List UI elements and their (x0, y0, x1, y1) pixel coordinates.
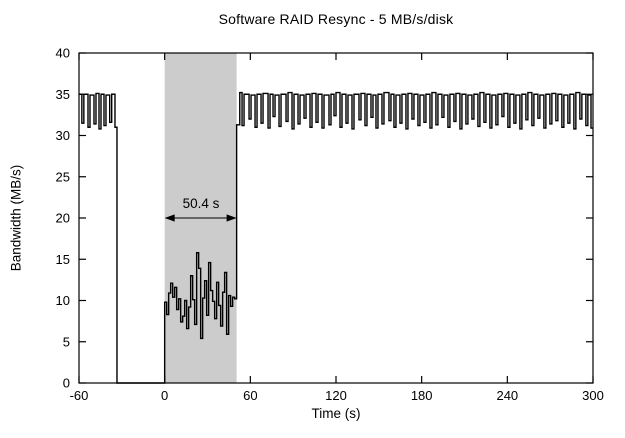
y-tick-label: 5 (63, 334, 70, 349)
y-tick-label: 20 (56, 211, 70, 226)
y-tick-label: 10 (56, 293, 70, 308)
y-tick-label: 35 (56, 87, 70, 102)
chart-title: Software RAID Resync - 5 MB/s/disk (218, 11, 454, 27)
x-tick-label: 180 (411, 388, 433, 403)
duration-arrow-head-right (226, 214, 237, 222)
duration-annotation: 50.4 s (182, 196, 220, 211)
bandwidth-series (79, 91, 593, 384)
x-tick-label: 0 (161, 388, 168, 403)
x-tick-label: -60 (70, 388, 89, 403)
x-tick-label: 240 (496, 388, 518, 403)
y-tick-label: 25 (56, 169, 70, 184)
x-axis-label: Time (s) (311, 406, 361, 421)
y-tick-label: 15 (56, 252, 70, 267)
x-tick-label: 120 (325, 388, 347, 403)
y-axis-label-text: Bandwidth (MB/s) (8, 164, 24, 272)
y-tick-label: 30 (56, 128, 70, 143)
x-tick-label: 60 (243, 388, 257, 403)
y-tick-label: 0 (63, 376, 70, 391)
x-tick-label: 300 (582, 388, 604, 403)
y-tick-label: 40 (56, 46, 70, 61)
duration-arrow-head-left (164, 214, 175, 222)
